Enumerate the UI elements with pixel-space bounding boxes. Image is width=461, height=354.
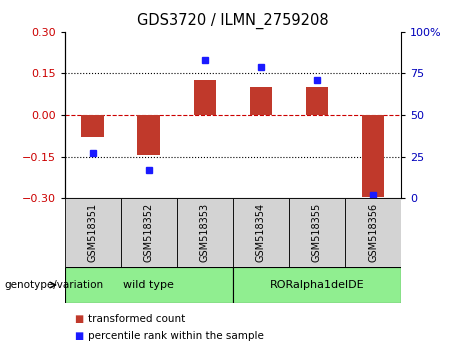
- Bar: [121, 198, 177, 267]
- Bar: [194, 80, 216, 115]
- Bar: [65, 267, 233, 303]
- Bar: [306, 87, 328, 115]
- Text: GSM518356: GSM518356: [368, 203, 378, 262]
- Text: genotype/variation: genotype/variation: [5, 280, 104, 290]
- Bar: [233, 267, 401, 303]
- Text: GSM518351: GSM518351: [88, 203, 98, 262]
- Text: ■: ■: [74, 314, 83, 324]
- Text: GSM518352: GSM518352: [144, 203, 154, 262]
- Text: wild type: wild type: [123, 280, 174, 290]
- Bar: [289, 198, 345, 267]
- Bar: [345, 198, 401, 267]
- Text: percentile rank within the sample: percentile rank within the sample: [88, 331, 264, 341]
- Title: GDS3720 / ILMN_2759208: GDS3720 / ILMN_2759208: [137, 13, 329, 29]
- Text: transformed count: transformed count: [88, 314, 185, 324]
- Bar: [65, 198, 121, 267]
- Bar: [233, 198, 289, 267]
- Text: GSM518355: GSM518355: [312, 203, 322, 262]
- Bar: [177, 198, 233, 267]
- Text: ■: ■: [74, 331, 83, 341]
- Text: RORalpha1delDE: RORalpha1delDE: [270, 280, 364, 290]
- Text: GSM518354: GSM518354: [256, 203, 266, 262]
- Bar: [137, 115, 160, 155]
- Text: GSM518353: GSM518353: [200, 203, 210, 262]
- Bar: [250, 87, 272, 115]
- Bar: [362, 115, 384, 197]
- Bar: [82, 115, 104, 137]
